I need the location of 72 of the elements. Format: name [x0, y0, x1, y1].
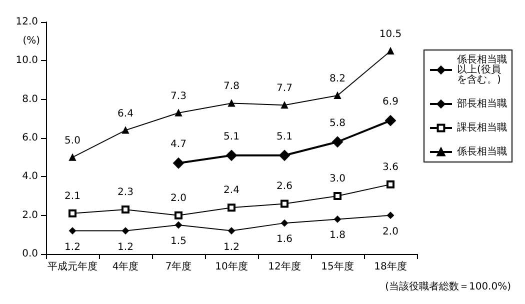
x-tick-label: 7年度	[165, 260, 192, 272]
point	[174, 211, 182, 220]
data-label: 6.9	[382, 96, 398, 108]
data-label: 3.0	[330, 174, 346, 184]
y-tick-label: 10.0	[16, 55, 38, 66]
point	[69, 154, 76, 161]
y-tick-label: 12.0	[16, 16, 38, 28]
data-label: 2.0	[382, 226, 398, 238]
legend-label: 部長相当職	[457, 98, 507, 110]
data-label: 2.0	[170, 192, 186, 204]
data-label: 6.4	[118, 108, 134, 120]
x-tick-label: 15年度	[321, 260, 354, 272]
data-label: 7.7	[276, 83, 292, 94]
point	[226, 150, 237, 161]
data-label: 5.8	[330, 118, 346, 129]
y-tick-label: 8.0	[22, 94, 38, 105]
data-label: 2.6	[276, 181, 292, 192]
point	[122, 227, 129, 234]
x-tick-label: 4年度	[112, 260, 139, 272]
x-tick-label: 平成元年度	[48, 260, 98, 272]
x-tick-label: 10年度	[215, 260, 248, 272]
data-label: 8.2	[330, 73, 346, 84]
x-tick-label: 12年度	[268, 260, 301, 272]
point	[332, 136, 343, 148]
point	[280, 200, 288, 208]
point	[386, 180, 394, 188]
data-label: 10.5	[379, 29, 402, 40]
data-label: 2.1	[64, 190, 80, 202]
point	[175, 109, 182, 116]
data-label: 1.2	[64, 242, 80, 253]
data-label: 1.5	[170, 236, 186, 247]
data-label: 3.6	[382, 162, 398, 173]
legend-label: 課長相当職	[457, 122, 507, 134]
data-label: 5.1	[276, 131, 292, 142]
data-label: 7.3	[170, 90, 186, 102]
legend-label: 係長相当職	[457, 146, 507, 158]
point	[334, 192, 342, 200]
point	[281, 102, 288, 109]
point	[122, 206, 130, 214]
data-label: 2.4	[224, 185, 240, 196]
text: (当該役職者総数＝100.0%)	[385, 280, 512, 292]
data-label: 1.2	[224, 242, 240, 253]
y-tick-label: 4.0	[22, 171, 38, 182]
data-label: 1.8	[330, 230, 346, 242]
data-label: 1.2	[118, 242, 134, 253]
point	[228, 100, 235, 107]
point	[69, 227, 76, 234]
point	[173, 158, 184, 169]
data-label: 5.0	[64, 135, 80, 146]
point	[68, 209, 76, 218]
x-tick-label: 18年度	[374, 260, 407, 272]
y-tick-label: 0.0	[22, 248, 38, 260]
data-label: 4.7	[170, 139, 186, 150]
point	[175, 222, 182, 228]
point	[228, 204, 236, 212]
y-tick-label: 2.0	[22, 210, 38, 221]
point	[387, 212, 394, 219]
point	[334, 216, 341, 223]
y-tick-label: 6.0	[22, 132, 38, 144]
point	[334, 92, 341, 99]
point	[279, 150, 290, 161]
data-label: 2.3	[118, 187, 134, 198]
data-label: 1.6	[276, 234, 292, 246]
data-label: 5.1	[224, 131, 240, 142]
point	[387, 48, 394, 54]
point	[385, 115, 396, 126]
legend-label: 係長相当職以上(役員を含む。)	[457, 54, 507, 86]
data-label: 7.8	[224, 81, 240, 92]
point	[228, 227, 235, 234]
point	[122, 126, 129, 134]
point	[281, 220, 288, 227]
y-axis-title: (%)	[22, 36, 40, 46]
